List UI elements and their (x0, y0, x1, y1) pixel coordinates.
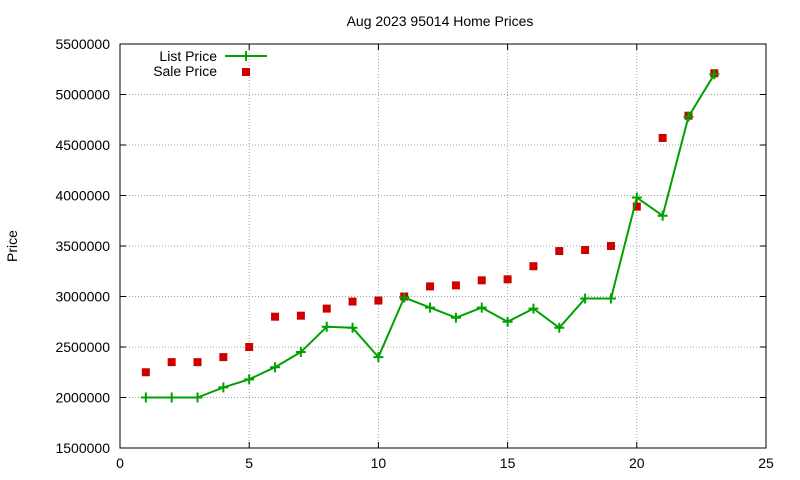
y-tick-label: 2500000 (55, 339, 110, 355)
list-price-point (347, 322, 358, 333)
list-price-point (657, 210, 668, 221)
list-price-point (709, 69, 720, 80)
y-tick-label: 3000000 (55, 289, 110, 305)
y-tick-label: 1500000 (55, 440, 110, 456)
x-tick-label: 20 (629, 455, 645, 471)
list-price-point (321, 321, 332, 332)
sale-price-point (322, 304, 331, 313)
axis-ticks: 0 5 10 15 20 25 1500000 2000000 2500000 3000000 35… (55, 36, 774, 471)
sale-price-point (167, 358, 176, 367)
sale-price-point (374, 296, 383, 305)
grid (120, 44, 766, 448)
sale-price-point (529, 262, 538, 271)
chart-title: Aug 2023 95014 Home Prices (347, 13, 534, 29)
sale-price-series (141, 69, 719, 377)
list-price-series (140, 69, 720, 403)
sale-price-point (477, 276, 486, 285)
list-price-point (605, 293, 616, 304)
list-price-point (476, 302, 487, 313)
legend-label-list-price: List Price (159, 48, 217, 64)
list-price-point (166, 392, 177, 403)
sale-price-point (555, 247, 564, 256)
list-price-point (631, 192, 642, 203)
sale-price-point (606, 242, 615, 250)
y-tick-label: 5500000 (55, 36, 110, 52)
y-tick-label: 2000000 (55, 390, 110, 406)
x-tick-label: 25 (758, 455, 774, 471)
x-tick-label: 0 (116, 455, 124, 471)
y-tick-label: 4500000 (55, 137, 110, 153)
x-tick-label: 5 (245, 455, 253, 471)
sale-price-point (141, 368, 150, 377)
legend-marker-list-price (241, 51, 251, 61)
list-price-point (502, 316, 513, 327)
y-tick-label: 5000000 (55, 87, 110, 103)
list-price-point (218, 382, 229, 393)
list-price-point (425, 302, 436, 313)
legend-marker-sale-price (242, 68, 250, 76)
list-price-point (683, 111, 694, 122)
sale-price-point (451, 281, 460, 290)
list-price-line (145, 73, 716, 399)
sale-price-point (503, 275, 512, 284)
sale-price-point (632, 202, 641, 211)
sale-price-point (219, 353, 228, 362)
sale-price-point (426, 282, 435, 291)
list-price-point (244, 374, 255, 385)
sale-price-point (193, 358, 202, 367)
list-price-point (554, 322, 565, 333)
list-price-point (192, 392, 203, 403)
sale-price-point (348, 297, 357, 306)
x-tick-label: 15 (500, 455, 516, 471)
list-price-point (295, 347, 306, 358)
sale-price-point (296, 311, 305, 320)
series (140, 69, 720, 403)
list-price-point (528, 303, 539, 314)
legend-label-sale-price: Sale Price (153, 63, 217, 79)
list-price-point (140, 392, 151, 403)
sale-price-point (271, 312, 280, 321)
list-price-point (580, 293, 591, 304)
sale-price-point (658, 133, 667, 142)
y-axis-label: Price (4, 230, 20, 262)
y-tick-label: 3500000 (55, 238, 110, 254)
list-price-point (450, 312, 461, 323)
list-price-point (399, 292, 410, 303)
list-price-point (373, 352, 384, 363)
x-tick-label: 10 (371, 455, 387, 471)
y-tick-label: 4000000 (55, 188, 110, 204)
list-price-point (270, 362, 281, 373)
sale-price-point (581, 246, 590, 255)
sale-price-point (245, 343, 254, 351)
